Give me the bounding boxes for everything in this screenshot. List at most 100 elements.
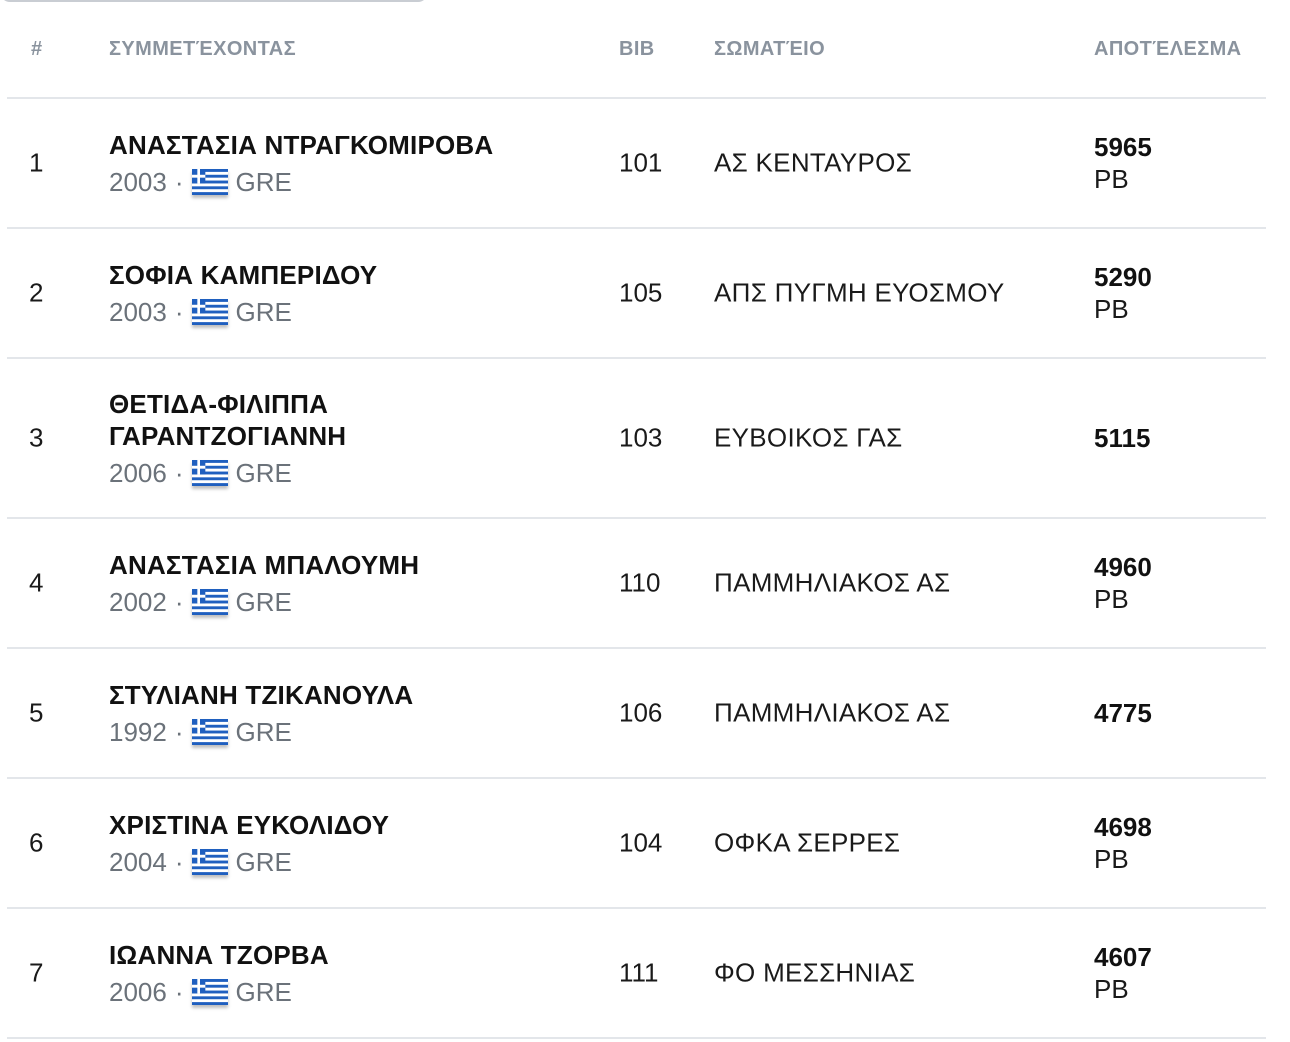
header-bib[interactable]: BIB	[619, 38, 655, 60]
personal-best-badge: PB	[1094, 294, 1129, 324]
header-rank[interactable]: #	[31, 38, 43, 60]
personal-best-badge: PB	[1094, 584, 1129, 614]
table-row[interactable]: 4 ΑΝΑΣΤΑΣΙΑ ΜΠΑΛΟΥΜΗ 2002 · GRE 110 ΠΑΜΜΗΛΙΑΚΟ…	[7, 519, 1266, 649]
table-row[interactable]: 1 ΑΝΑΣΤΑΣΙΑ ΝΤΡΑΓΚΟΜΙΡΟΒΑ 2003 · GRE 101 ΑΣ ΚΕ…	[7, 99, 1266, 229]
athlete-name[interactable]: ΣΟΦΙΑ ΚΑΜΠΕΡΙΔΟΥ	[109, 260, 378, 290]
athlete-meta: 1992 · GRE	[109, 717, 569, 747]
result-value: 4607	[1094, 942, 1152, 972]
separator: ·	[174, 167, 184, 197]
table-row[interactable]: 6 ΧΡΙΣΤΙΝΑ ΕΥΚΟΛΙΔΟΥ 2004 · GRE 104 ΟΦΚΑ ΣΕΡΡΕ…	[7, 779, 1266, 909]
athlete-cell: ΘΕΤΙΔΑ-ΦΙΛΙΠΠΑ ΓΑΡΑΝΤΖΟΓΙΑΝΝΗ 2006 · GRE	[109, 388, 569, 488]
table-row[interactable]: 7 ΙΩΑΝΝΑ ΤΖΟΡΒΑ 2006 · GRE 111 ΦΟ ΜΕΣΣΗΝΙΑΣ 460…	[7, 909, 1266, 1039]
athlete-cell: ΣΟΦΙΑ ΚΑΜΠΕΡΙΔΟΥ 2003 · GRE	[109, 259, 569, 327]
athlete-cell: ΑΝΑΣΤΑΣΙΑ ΜΠΑΛΟΥΜΗ 2002 · GRE	[109, 549, 569, 617]
birth-year: 2006	[109, 458, 167, 488]
athlete-name[interactable]: ΣΤΥΛΙΑΝΗ ΤΖΙΚΑΝΟΥΛΑ	[109, 680, 414, 710]
rank-cell: 7	[29, 957, 44, 988]
separator: ·	[174, 297, 184, 327]
athlete-meta: 2003 · GRE	[109, 297, 569, 327]
birth-year: 2003	[109, 167, 167, 197]
athlete-cell: ΙΩΑΝΝΑ ΤΖΟΡΒΑ 2006 · GRE	[109, 939, 569, 1007]
bib-cell: 104	[619, 827, 663, 858]
personal-best-badge: PB	[1094, 844, 1129, 874]
athlete-meta: 2006 · GRE	[109, 977, 569, 1007]
table-row[interactable]: 3 ΘΕΤΙΔΑ-ΦΙΛΙΠΠΑ ΓΑΡΑΝΤΖΟΓΙΑΝΝΗ 2006 · GRE 10…	[7, 359, 1266, 519]
greece-flag-icon	[191, 849, 228, 875]
table-row[interactable]: 5 ΣΤΥΛΙΑΝΗ ΤΖΙΚΑΝΟΥΛΑ 1992 · GRE 106 ΠΑΜΜΗΛΙΑΚ…	[7, 649, 1266, 779]
header-athlete[interactable]: ΣΥΜΜΕΤΈΧΟΝΤΑΣ	[109, 38, 296, 60]
rank-cell: 4	[29, 567, 44, 598]
result-value: 4960	[1094, 552, 1152, 582]
birth-year: 2004	[109, 847, 167, 877]
athlete-meta: 2006 · GRE	[109, 458, 569, 488]
header-result[interactable]: ΑΠΟΤΈΛΕΣΜΑ	[1094, 38, 1242, 60]
athlete-meta: 2002 · GRE	[109, 587, 569, 617]
athlete-meta: 2004 · GRE	[109, 847, 569, 877]
separator: ·	[174, 458, 184, 488]
result-cell: 4698 PB	[1094, 811, 1152, 875]
personal-best-badge: PB	[1094, 974, 1129, 1004]
bib-cell: 110	[619, 567, 661, 598]
country-code: GRE	[235, 717, 292, 747]
result-cell: 5290 PB	[1094, 261, 1152, 325]
bib-cell: 106	[619, 697, 663, 728]
separator: ·	[174, 587, 184, 617]
athlete-name[interactable]: ΑΝΑΣΤΑΣΙΑ ΝΤΡΑΓΚΟΜΙΡΟΒΑ	[109, 130, 494, 160]
country-code: GRE	[235, 587, 292, 617]
result-value: 5290	[1094, 262, 1152, 292]
result-cell: 5115	[1094, 422, 1150, 454]
separator: ·	[174, 847, 184, 877]
rank-cell: 3	[29, 422, 44, 453]
greece-flag-icon	[191, 589, 228, 615]
birth-year: 2006	[109, 977, 167, 1007]
result-cell: 4607 PB	[1094, 941, 1152, 1005]
club-cell: ΠΑΜΜΗΛΙΑΚΟΣ ΑΣ	[714, 697, 951, 728]
athlete-meta: 2003 · GRE	[109, 167, 569, 197]
rank-cell: 2	[29, 277, 44, 308]
result-value: 5965	[1094, 132, 1152, 162]
result-value: 4775	[1094, 698, 1152, 728]
athlete-cell: ΣΤΥΛΙΑΝΗ ΤΖΙΚΑΝΟΥΛΑ 1992 · GRE	[109, 679, 569, 747]
club-cell: ΑΣ ΚΕΝΤΑΥΡΟΣ	[714, 147, 913, 178]
athlete-name[interactable]: ΘΕΤΙΔΑ-ΦΙΛΙΠΠΑ ΓΑΡΑΝΤΖΟΓΙΑΝΝΗ	[109, 389, 347, 451]
results-table: # ΣΥΜΜΕΤΈΧΟΝΤΑΣ BIB ΣΩΜΑΤΈΙΟ ΑΠΟΤΈΛΕΣΜΑ …	[7, 0, 1266, 1039]
rank-cell: 5	[29, 697, 44, 728]
separator: ·	[174, 717, 184, 747]
result-value: 4698	[1094, 812, 1152, 842]
greece-flag-icon	[191, 460, 228, 486]
birth-year: 2002	[109, 587, 167, 617]
result-cell: 4775	[1094, 697, 1152, 729]
rank-cell: 6	[29, 827, 44, 858]
greece-flag-icon	[191, 719, 228, 745]
birth-year: 2003	[109, 297, 167, 327]
table-body: 1 ΑΝΑΣΤΑΣΙΑ ΝΤΡΑΓΚΟΜΙΡΟΒΑ 2003 · GRE 101 ΑΣ ΚΕ…	[7, 99, 1266, 1039]
greece-flag-icon	[191, 299, 228, 325]
table-header: # ΣΥΜΜΕΤΈΧΟΝΤΑΣ BIB ΣΩΜΑΤΈΙΟ ΑΠΟΤΈΛΕΣΜΑ	[7, 0, 1266, 99]
club-cell: ΑΠΣ ΠΥΓΜΗ ΕΥΟΣΜΟΥ	[714, 277, 1005, 308]
result-cell: 4960 PB	[1094, 551, 1152, 615]
bib-cell: 103	[619, 422, 663, 453]
athlete-cell: ΑΝΑΣΤΑΣΙΑ ΝΤΡΑΓΚΟΜΙΡΟΒΑ 2003 · GRE	[109, 129, 569, 197]
personal-best-badge: PB	[1094, 164, 1129, 194]
result-cell: 5965 PB	[1094, 131, 1152, 195]
birth-year: 1992	[109, 717, 167, 747]
club-cell: ΕΥΒΟΙΚΟΣ ΓΑΣ	[714, 422, 903, 453]
bib-cell: 101	[619, 147, 663, 178]
header-club[interactable]: ΣΩΜΑΤΈΙΟ	[714, 38, 826, 60]
country-code: GRE	[235, 847, 292, 877]
club-cell: ΟΦΚΑ ΣΕΡΡΕΣ	[714, 827, 901, 858]
table-row[interactable]: 2 ΣΟΦΙΑ ΚΑΜΠΕΡΙΔΟΥ 2003 · GRE 105 ΑΠΣ ΠΥΓΜΗ ΕΥ…	[7, 229, 1266, 359]
rank-cell: 1	[29, 147, 44, 178]
athlete-name[interactable]: ΑΝΑΣΤΑΣΙΑ ΜΠΑΛΟΥΜΗ	[109, 550, 420, 580]
country-code: GRE	[235, 458, 292, 488]
result-value: 5115	[1094, 423, 1151, 453]
country-code: GRE	[235, 167, 292, 197]
club-cell: ΠΑΜΜΗΛΙΑΚΟΣ ΑΣ	[714, 567, 951, 598]
separator: ·	[174, 977, 184, 1007]
country-code: GRE	[235, 297, 292, 327]
athlete-name[interactable]: ΙΩΑΝΝΑ ΤΖΟΡΒΑ	[109, 940, 329, 970]
athlete-name[interactable]: ΧΡΙΣΤΙΝΑ ΕΥΚΟΛΙΔΟΥ	[109, 810, 390, 840]
greece-flag-icon	[191, 979, 228, 1005]
greece-flag-icon	[191, 169, 228, 195]
athlete-cell: ΧΡΙΣΤΙΝΑ ΕΥΚΟΛΙΔΟΥ 2004 · GRE	[109, 809, 569, 877]
